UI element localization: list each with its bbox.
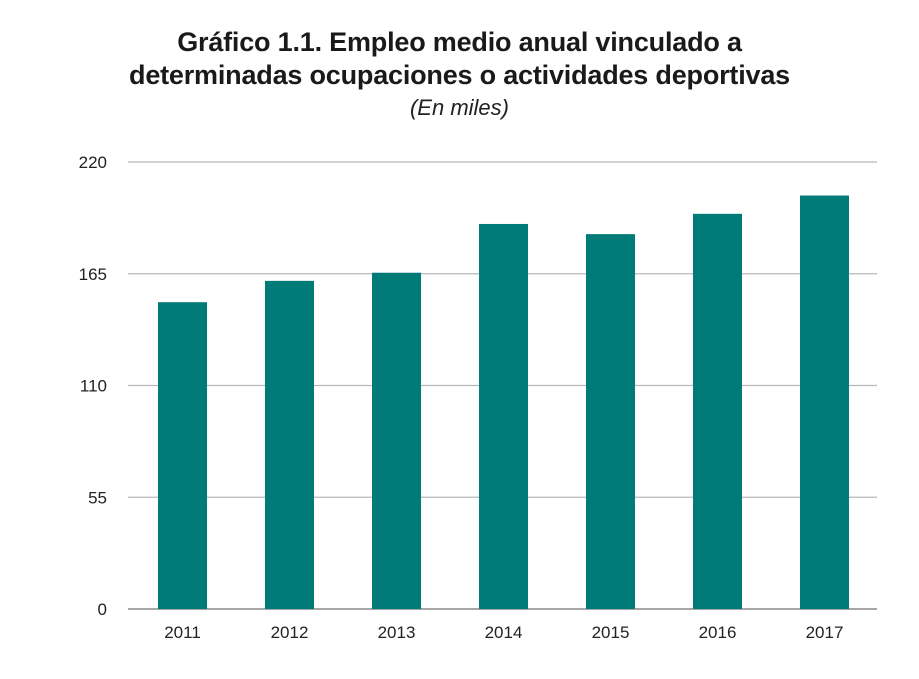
y-tick-label: 55 xyxy=(88,488,107,507)
x-tick-label: 2012 xyxy=(271,623,309,642)
chart-title-block: Gráfico 1.1. Empleo medio anual vinculad… xyxy=(0,26,919,122)
x-tick-label: 2011 xyxy=(164,623,201,642)
y-tick-label: 110 xyxy=(80,377,107,396)
x-tick-label: 2015 xyxy=(592,623,630,642)
x-tick-label: 2016 xyxy=(699,623,737,642)
chart-subtitle: (En miles) xyxy=(409,95,509,120)
y-tick-label: 165 xyxy=(79,265,107,284)
y-tick-label: 0 xyxy=(98,600,107,619)
y-tick-label: 220 xyxy=(79,153,107,172)
bar-2011 xyxy=(158,302,207,609)
x-tick-label: 2017 xyxy=(806,623,844,642)
bar-2016 xyxy=(693,213,742,609)
x-tick-label: 2014 xyxy=(485,623,523,642)
bar-2012 xyxy=(265,280,314,609)
bar-2013 xyxy=(372,272,421,609)
bar-2014 xyxy=(479,223,528,609)
y-axis-tick-labels: 0 55 110 165 220 xyxy=(79,153,107,619)
x-tick-label: 2013 xyxy=(378,623,416,642)
bars xyxy=(158,195,849,609)
x-axis-tick-labels: 2011 2012 2013 2014 2015 2016 2017 xyxy=(164,623,843,642)
bar-2017 xyxy=(800,195,849,609)
chart-title-line-2: determinadas ocupaciones o actividades d… xyxy=(129,60,790,90)
chart-title-line-1: Gráfico 1.1. Empleo medio anual vinculad… xyxy=(177,27,742,57)
bar-2015 xyxy=(586,234,635,609)
